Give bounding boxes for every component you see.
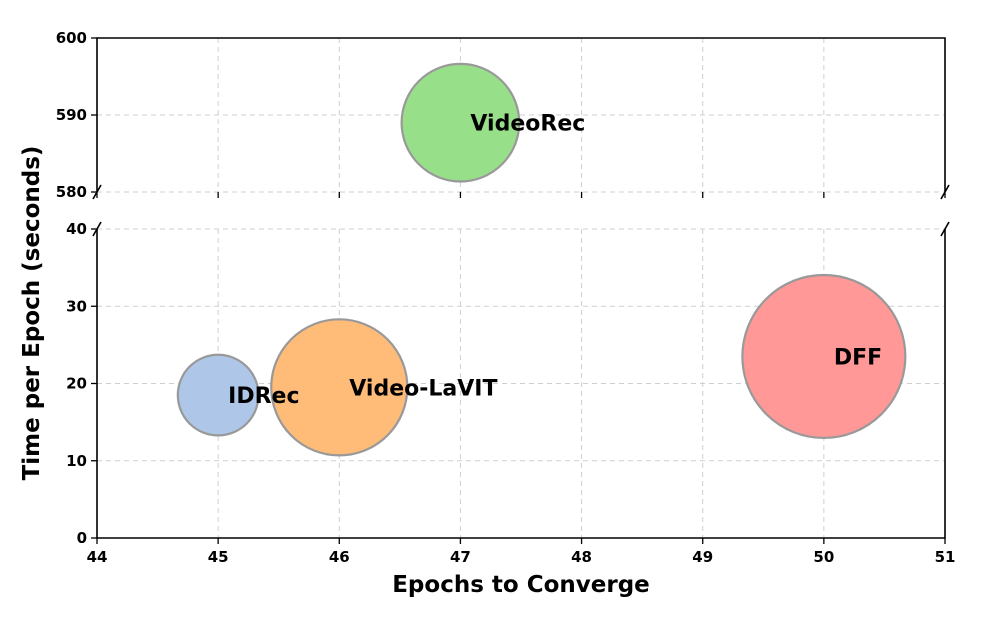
lower-y-tick-label: 30 (66, 297, 87, 315)
upper-y-tick-label: 600 (56, 29, 87, 47)
upper-y-tick-label: 590 (56, 106, 87, 124)
bubble-label: DFF (834, 345, 882, 370)
bubble-point (176, 353, 260, 437)
upper-y-tick-label: 580 (56, 183, 87, 201)
x-tick-label: 45 (208, 548, 229, 566)
x-tick-label: 50 (813, 548, 834, 566)
x-tick-label: 51 (935, 548, 956, 566)
bubble-point (270, 318, 409, 457)
tick-layer: 580 590 600 0 10 20 30 40 44 45 46 47 48 49 50 51 (56, 29, 956, 566)
x-axis-label: Epochs to Converge (392, 572, 650, 598)
x-tick-label: 44 (87, 548, 108, 566)
bubble-point (400, 62, 521, 183)
lower-y-tick-label: 10 (66, 452, 87, 470)
bubble-label-layer: IDRec Video-LaVIT DFF VideoRec (228, 112, 882, 409)
y-axis-label: Time per Epoch (seconds) (19, 146, 45, 481)
lower-y-tick-label: 40 (66, 220, 87, 238)
x-tick-label: 47 (450, 548, 471, 566)
bubble-point (741, 273, 907, 440)
bubble-layer (176, 62, 907, 457)
lower-y-tick-label: 0 (77, 529, 87, 547)
bubble-label: Video-LaVIT (349, 376, 497, 401)
bubble-label: IDRec (228, 384, 299, 409)
x-tick-label: 49 (692, 548, 713, 566)
x-tick-label: 48 (571, 548, 592, 566)
axis-break-mark (940, 221, 950, 237)
bubble-label: VideoRec (470, 112, 585, 137)
lower-y-tick-label: 20 (66, 375, 87, 393)
x-tick-label: 46 (329, 548, 350, 566)
